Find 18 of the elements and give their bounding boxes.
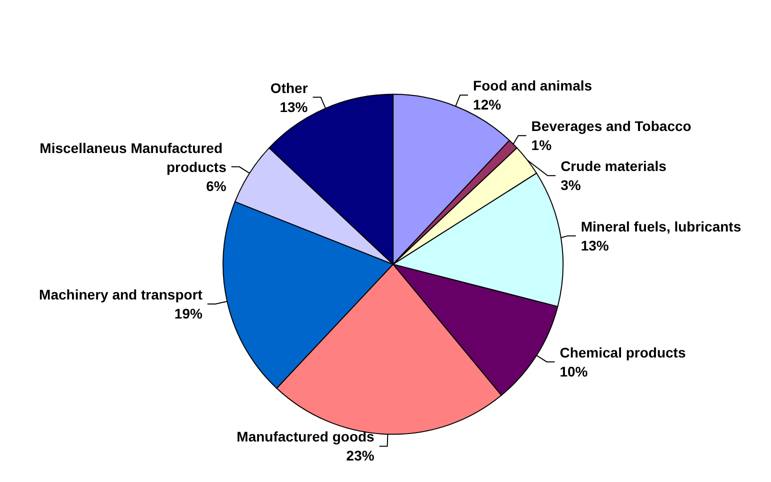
data-label: 10%: [560, 363, 588, 380]
slice-label: Machinery and transport: [39, 286, 203, 302]
slice-label: Other: [270, 80, 308, 96]
data-label: 13%: [280, 98, 308, 115]
data-label: 3%: [560, 177, 582, 194]
slice-label: Miscellaneus Manufactured products: [40, 140, 227, 175]
data-label: 12%: [473, 96, 502, 113]
slice-label: Food and animals: [473, 78, 592, 94]
slice-label: Manufactured goods: [236, 428, 375, 445]
data-label: 19%: [174, 306, 203, 322]
data-label: 23%: [346, 448, 375, 464]
data-label: 6%: [206, 178, 227, 194]
data-label: 1%: [531, 137, 552, 154]
slice-label: Mineral fuels, lubricants: [580, 218, 742, 234]
slice-label: Chemical products: [560, 344, 686, 360]
data-label: 13%: [580, 237, 610, 254]
slice-label: Crude materials: [560, 158, 667, 174]
slice-label: Beverages and Tobacco: [531, 118, 692, 134]
